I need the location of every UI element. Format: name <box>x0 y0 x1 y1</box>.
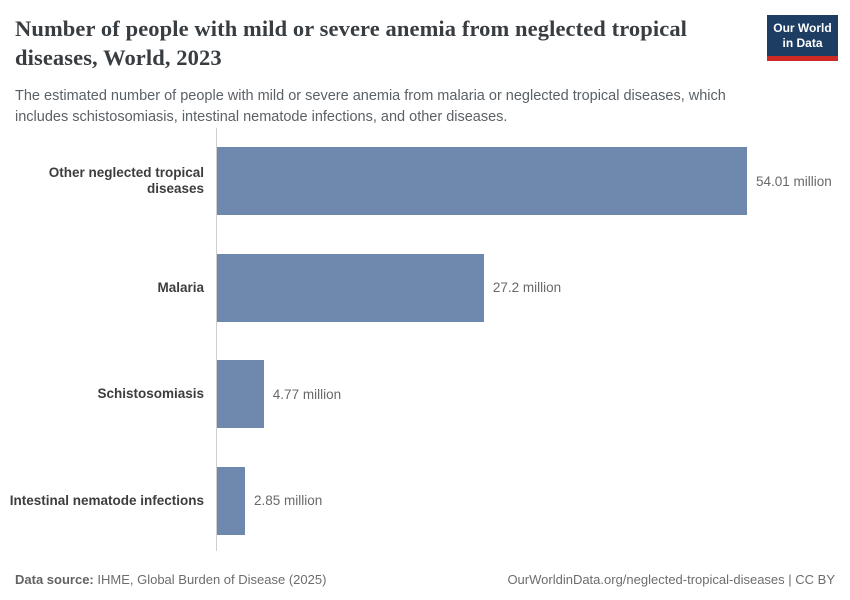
owid-logo-text-line2: in Data <box>782 36 823 50</box>
data-source-value: IHME, Global Burden of Disease (2025) <box>93 572 327 587</box>
bar-row-intestinal-nematode: Intestinal nematode infections 2.85 mill… <box>0 448 850 555</box>
chart-header: Number of people with mild or severe ane… <box>15 14 838 128</box>
bar-category-label: Other neglected tropical diseases <box>48 165 204 197</box>
data-source-note: Data source: IHME, Global Burden of Dise… <box>15 572 326 587</box>
bar-category-label: Intestinal nematode infections <box>9 492 204 508</box>
bar-rect[interactable] <box>217 466 245 535</box>
data-source-label: Data source: <box>15 572 94 587</box>
bar-value-label: 27.2 million <box>492 280 562 296</box>
y-axis-line <box>216 128 217 551</box>
bar-track: 4.77 million <box>217 360 850 429</box>
chart-subtitle: The estimated number of people with mild… <box>15 87 726 125</box>
bar-row-malaria: Malaria 27.2 million <box>0 235 850 342</box>
bar-chart: Other neglected tropical diseases 54.01 … <box>0 128 850 554</box>
chart-footer: Data source: IHME, Global Burden of Dise… <box>15 572 835 587</box>
bar-track: 2.85 million <box>217 466 850 535</box>
owid-logo: Our World in Data <box>767 15 838 61</box>
bar-category-label: Schistosomiasis <box>97 386 204 402</box>
bar-row-other-ntd: Other neglected tropical diseases 54.01 … <box>0 128 850 235</box>
bar-track: 54.01 million <box>217 147 850 216</box>
bar-value-label: 54.01 million <box>756 173 832 189</box>
bar-rect[interactable] <box>217 360 264 429</box>
bar-value-label: 4.77 million <box>272 386 342 402</box>
bar-track: 27.2 million <box>217 253 850 322</box>
bar-row-schistosomiasis: Schistosomiasis 4.77 million <box>0 341 850 448</box>
bar-category-label: Malaria <box>157 279 204 295</box>
owid-logo-text-line1: Our World <box>773 21 832 35</box>
owid-url-license[interactable]: OurWorldinData.org/neglected-tropical-di… <box>507 572 835 587</box>
bar-rect[interactable] <box>217 147 747 216</box>
chart-title: Number of people with mild or severe ane… <box>15 16 688 71</box>
bar-rect[interactable] <box>217 253 484 322</box>
bar-value-label: 2.85 million <box>253 493 323 509</box>
